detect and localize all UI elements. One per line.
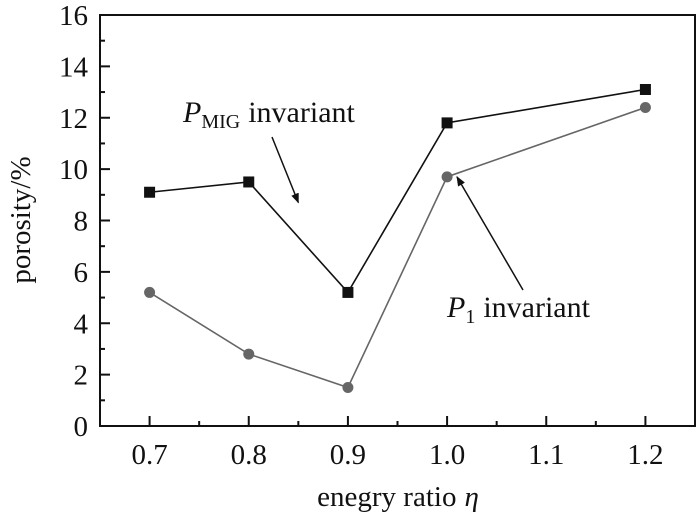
y-tick-label: 16 — [59, 0, 88, 32]
x-axis-title-text: enegry ratio — [317, 481, 456, 513]
data-point-circle — [342, 381, 354, 393]
annotation-symbol: P — [446, 291, 465, 324]
y-tick-label: 0 — [74, 411, 89, 443]
annotation-label: PMIG invariant — [182, 96, 356, 133]
x-tick-label: 0.9 — [330, 439, 366, 471]
y-tick-label: 12 — [59, 103, 88, 135]
x-tick-label: 1.2 — [627, 439, 663, 471]
y-tick-label: 14 — [59, 51, 89, 83]
data-point-circle — [243, 348, 255, 360]
x-tick-label: 1.1 — [528, 439, 564, 471]
data-point-circle — [144, 286, 156, 298]
annotation-text: invariant — [483, 291, 590, 324]
data-point-square — [639, 83, 651, 95]
y-tick-label: 2 — [74, 360, 89, 392]
annotation-subscript: 1 — [465, 306, 475, 328]
y-tick-label: 6 — [74, 257, 89, 289]
x-tick-label: 0.8 — [231, 439, 267, 471]
x-axis-title: enegry ratio η — [317, 481, 479, 513]
series-layer — [144, 83, 651, 393]
annotation-symbol: P — [182, 96, 201, 129]
x-axis: 0.7 0.8 0.9 1.0 1.1 1.2 — [131, 416, 664, 471]
data-point-circle — [441, 171, 453, 183]
x-axis-title-symbol: η — [464, 481, 478, 513]
y-tick-label: 4 — [74, 308, 89, 340]
data-point-square — [243, 176, 255, 188]
annotation-arrow — [456, 175, 524, 291]
y-tick-label: 8 — [74, 206, 89, 238]
annotation-arrow — [271, 136, 300, 204]
x-tick-label: 0.7 — [131, 439, 167, 471]
data-point-square — [144, 186, 156, 198]
data-point-square — [441, 117, 453, 129]
data-point-circle — [639, 101, 651, 113]
annotation-subscript: MIG — [201, 111, 240, 133]
annotation-text: invariant — [248, 96, 355, 129]
data-point-square — [342, 286, 354, 298]
x-tick-label: 1.0 — [429, 439, 465, 471]
plot-frame — [99, 14, 696, 427]
y-tick-label: 10 — [59, 154, 88, 186]
y-axis-title: porosity/% — [5, 156, 37, 283]
y-axis: 0 2 4 6 8 10 12 14 16 — [59, 0, 110, 443]
annotation-label: P1 invariant — [446, 291, 591, 328]
series-line-2 — [149, 106, 646, 389]
